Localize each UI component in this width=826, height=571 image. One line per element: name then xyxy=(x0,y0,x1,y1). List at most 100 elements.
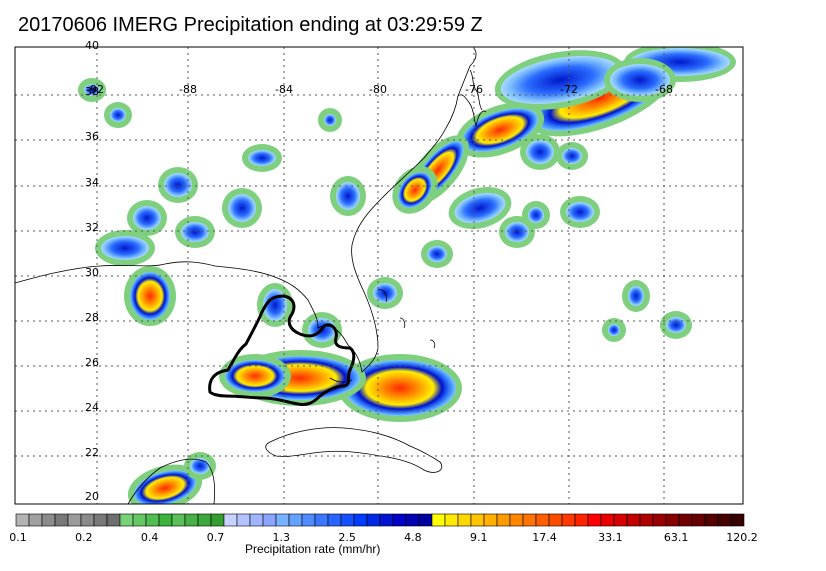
map-area xyxy=(15,47,743,504)
precip-cell xyxy=(454,192,506,224)
precip-cell xyxy=(500,55,620,105)
colorbar-tick-label: 17.4 xyxy=(532,531,557,544)
lon-label: -80 xyxy=(369,83,387,96)
colorbar-boxes xyxy=(15,513,745,527)
colorbar-box xyxy=(561,513,576,527)
lat-label: 24 xyxy=(85,401,99,414)
colorbar-box xyxy=(678,513,693,527)
colorbar-box xyxy=(67,513,82,527)
precip-cell xyxy=(628,286,644,306)
colorbar-tick-label: 120.2 xyxy=(726,531,758,544)
colorbar-box xyxy=(93,513,108,527)
colorbar-tick-label: 2.5 xyxy=(338,531,356,544)
colorbar-box xyxy=(704,513,719,527)
colorbar-box xyxy=(639,513,654,527)
colorbar-box xyxy=(587,513,602,527)
highlight-contour xyxy=(208,294,356,406)
lat-label: 28 xyxy=(85,311,99,324)
colorbar-box xyxy=(730,513,745,527)
precip-cell xyxy=(344,360,456,416)
precip-cell xyxy=(130,272,170,320)
lon-label: -68 xyxy=(655,83,673,96)
colorbar-box xyxy=(288,513,303,527)
precip-cell xyxy=(110,108,126,122)
map-title: 20170606 IMERG Precipitation ending at 0… xyxy=(18,14,483,36)
colorbar-box xyxy=(483,513,498,527)
colorbar-box xyxy=(353,513,368,527)
lat-label: 26 xyxy=(85,356,99,369)
precipitation-cells xyxy=(78,47,736,504)
colorbar-box xyxy=(210,513,225,527)
colorbar-box xyxy=(54,513,69,527)
colorbar-box xyxy=(145,513,160,527)
lon-label: -72 xyxy=(560,83,578,96)
lat-label: 40 xyxy=(85,39,99,52)
colorbar-box xyxy=(340,513,355,527)
colorbar-box xyxy=(275,513,290,527)
colorbar-tick-label: 0.7 xyxy=(207,531,225,544)
colorbar-box xyxy=(132,513,147,527)
colorbar-box xyxy=(158,513,173,527)
colorbar-box xyxy=(509,513,524,527)
lat-label: 20 xyxy=(85,490,99,503)
colorbar-box xyxy=(236,513,251,527)
colorbar-box xyxy=(249,513,264,527)
precip-cell xyxy=(566,202,594,222)
precip-cell xyxy=(608,324,620,336)
precip-cell xyxy=(505,222,529,242)
precip-cell xyxy=(526,140,554,164)
lon-label: -76 xyxy=(465,83,483,96)
coastlines xyxy=(15,47,487,504)
colorbar-box xyxy=(15,513,30,527)
colorbar-box xyxy=(392,513,407,527)
colorbar-box xyxy=(548,513,563,527)
colorbar-box xyxy=(496,513,511,527)
colorbar-box xyxy=(418,513,433,527)
colorbar-box xyxy=(457,513,472,527)
colorbar-box xyxy=(379,513,394,527)
lat-label: 36 xyxy=(85,130,99,143)
colorbar-title: Precipitation rate (mm/hr) xyxy=(245,542,381,556)
colorbar-box xyxy=(301,513,316,527)
colorbar-tick-label: 0.4 xyxy=(141,531,159,544)
colorbar-box xyxy=(366,513,381,527)
map-frame xyxy=(14,46,744,505)
lat-label: 22 xyxy=(85,446,99,459)
latitude-labels: 40 38 36 34 32 30 28 26 24 22 20 xyxy=(85,39,99,503)
colorbar-tick-label: 9.1 xyxy=(470,531,488,544)
precip-cell xyxy=(562,148,582,164)
colorbar-box xyxy=(613,513,628,527)
colorbar-box xyxy=(431,513,446,527)
precip-cell xyxy=(133,206,161,230)
colorbar-box xyxy=(652,513,667,527)
colorbar-box xyxy=(119,513,134,527)
precip-cell xyxy=(228,194,256,222)
colorbar-box xyxy=(314,513,329,527)
colorbar-box xyxy=(691,513,706,527)
colorbar-tick-label: 63.1 xyxy=(664,531,689,544)
colorbar-box xyxy=(262,513,277,527)
colorbar-box xyxy=(80,513,95,527)
colorbar-tick-label: 1.3 xyxy=(273,531,291,544)
colorbar-box xyxy=(28,513,43,527)
precip-cell xyxy=(461,108,539,152)
colorbar-box xyxy=(223,513,238,527)
lat-label: 38 xyxy=(85,85,99,98)
colorbar-tick-label: 33.1 xyxy=(598,531,623,544)
precip-cell xyxy=(324,114,336,126)
colorbar-box xyxy=(106,513,121,527)
precip-cell xyxy=(248,150,276,166)
colorbar-tick-labels: 0.1 0.2 0.4 0.7 1.3 2.5 4.8 9.1 17.4 33.1 63.1 120.… xyxy=(9,531,758,544)
colorbar-box xyxy=(665,513,680,527)
colorbar-box xyxy=(600,513,615,527)
longitude-labels: -92 -88 -84 -80 -76 -72 -68 xyxy=(86,83,673,96)
lon-label: -88 xyxy=(179,83,197,96)
lat-label: 34 xyxy=(85,176,99,189)
precip-cell xyxy=(133,470,197,504)
precip-cell xyxy=(336,182,360,210)
colorbar-box xyxy=(41,513,56,527)
colorbar-box xyxy=(171,513,186,527)
colorbar-tick-label: 0.2 xyxy=(75,531,93,544)
